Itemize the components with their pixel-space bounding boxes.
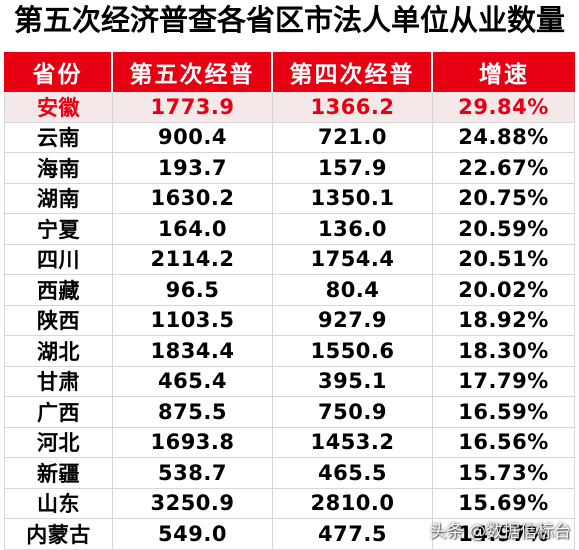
cell-fifth-census: 538.7 (113, 458, 273, 488)
cell-growth-rate: 22.67% (433, 153, 575, 183)
cell-fifth-census: 96.5 (113, 275, 273, 305)
table-row: 河北 1693.8 1453.2 16.56% (4, 427, 575, 458)
cell-growth-rate: 20.59% (433, 214, 575, 244)
table-row: 海南 193.7 157.9 22.67% (4, 153, 575, 184)
cell-province: 内蒙古 (4, 519, 113, 549)
table-row: 山东 3250.9 2810.0 15.69% (4, 488, 575, 519)
cell-fifth-census: 1693.8 (113, 427, 273, 457)
cell-fifth-census: 875.5 (113, 397, 273, 427)
cell-fourth-census: 136.0 (273, 214, 433, 244)
cell-province: 甘肃 (4, 366, 113, 396)
cell-fourth-census: 1453.2 (273, 427, 433, 457)
chart-title: 第五次经济普查各省区市法人单位从业数量 (13, 5, 565, 37)
cell-growth-rate: 15.69% (433, 488, 575, 518)
cell-fourth-census: 2810.0 (273, 488, 433, 518)
cell-fourth-census: 721.0 (273, 122, 433, 152)
cell-province: 陕西 (4, 305, 113, 335)
cell-growth-rate: 15.73% (433, 458, 575, 488)
cell-growth-rate: 16.59% (433, 397, 575, 427)
cell-fourth-census: 1550.6 (273, 336, 433, 366)
header-growth-rate: 增速 (433, 52, 575, 92)
cell-province: 海南 (4, 153, 113, 183)
cell-fourth-census: 1754.4 (273, 244, 433, 274)
table-row: 四川 2114.2 1754.4 20.51% (4, 244, 575, 275)
cell-province: 安徽 (4, 92, 113, 122)
cell-province: 云南 (4, 122, 113, 152)
cell-growth-rate: 20.75% (433, 183, 575, 213)
cell-province: 河北 (4, 427, 113, 457)
cell-fifth-census: 1834.4 (113, 336, 273, 366)
cell-fifth-census: 164.0 (113, 214, 273, 244)
header-province: 省份 (4, 52, 113, 92)
cell-fourth-census: 927.9 (273, 305, 433, 335)
cell-growth-rate: 24.88% (433, 122, 575, 152)
table-row: 西藏 96.5 80.4 20.02% (4, 275, 575, 306)
table-row: 甘肃 465.4 395.1 17.79% (4, 366, 575, 397)
table-row: 云南 900.4 721.0 24.88% (4, 122, 575, 153)
cell-province: 湖南 (4, 183, 113, 213)
cell-growth-rate: 18.30% (433, 336, 575, 366)
cell-fifth-census: 3250.9 (113, 488, 273, 518)
table-row: 宁夏 164.0 136.0 20.59% (4, 214, 575, 245)
header-fifth-census: 第五次经普 (113, 52, 273, 92)
cell-province: 湖北 (4, 336, 113, 366)
cell-growth-rate: 18.92% (433, 305, 575, 335)
cell-province: 山东 (4, 488, 113, 518)
table-row: 湖南 1630.2 1350.1 20.75% (4, 183, 575, 214)
cell-growth-rate: 20.51% (433, 244, 575, 274)
data-table: 省份 第五次经普 第四次经普 增速 安徽 1773.9 1366.2 29.84% 云南 900.… (4, 52, 575, 550)
cell-fifth-census: 1103.5 (113, 305, 273, 335)
cell-province: 四川 (4, 244, 113, 274)
cell-fourth-census: 1366.2 (273, 92, 433, 122)
cell-fourth-census: 395.1 (273, 366, 433, 396)
cell-fifth-census: 900.4 (113, 122, 273, 152)
table-header-row: 省份 第五次经普 第四次经普 增速 (4, 52, 575, 92)
cell-fourth-census: 750.9 (273, 397, 433, 427)
cell-fifth-census: 1630.2 (113, 183, 273, 213)
cell-fifth-census: 2114.2 (113, 244, 273, 274)
cell-fifth-census: 465.4 (113, 366, 273, 396)
cell-province: 西藏 (4, 275, 113, 305)
cell-fourth-census: 80.4 (273, 275, 433, 305)
cell-growth-rate: 16.56% (433, 427, 575, 457)
table-row: 湖北 1834.4 1550.6 18.30% (4, 336, 575, 367)
cell-growth-rate: 17.79% (433, 366, 575, 396)
table-row: 内蒙古 549.0 477.5 14.97% (4, 519, 575, 550)
cell-province: 新疆 (4, 458, 113, 488)
table-row: 安徽 1773.9 1366.2 29.84% (4, 92, 575, 123)
cell-growth-rate: 20.02% (433, 275, 575, 305)
table-row: 陕西 1103.5 927.9 18.92% (4, 305, 575, 336)
cell-fourth-census: 477.5 (273, 519, 433, 549)
cell-province: 广西 (4, 397, 113, 427)
cell-growth-rate: 29.84% (433, 92, 575, 122)
cell-fifth-census: 1773.9 (113, 92, 273, 122)
cell-fifth-census: 549.0 (113, 519, 273, 549)
cell-growth-rate: 14.97% (433, 519, 575, 549)
cell-fourth-census: 157.9 (273, 153, 433, 183)
cell-fourth-census: 465.5 (273, 458, 433, 488)
cell-fifth-census: 193.7 (113, 153, 273, 183)
table-row: 新疆 538.7 465.5 15.73% (4, 458, 575, 489)
cell-fourth-census: 1350.1 (273, 183, 433, 213)
cell-province: 宁夏 (4, 214, 113, 244)
header-fourth-census: 第四次经普 (273, 52, 433, 92)
table-row: 广西 875.5 750.9 16.59% (4, 397, 575, 428)
